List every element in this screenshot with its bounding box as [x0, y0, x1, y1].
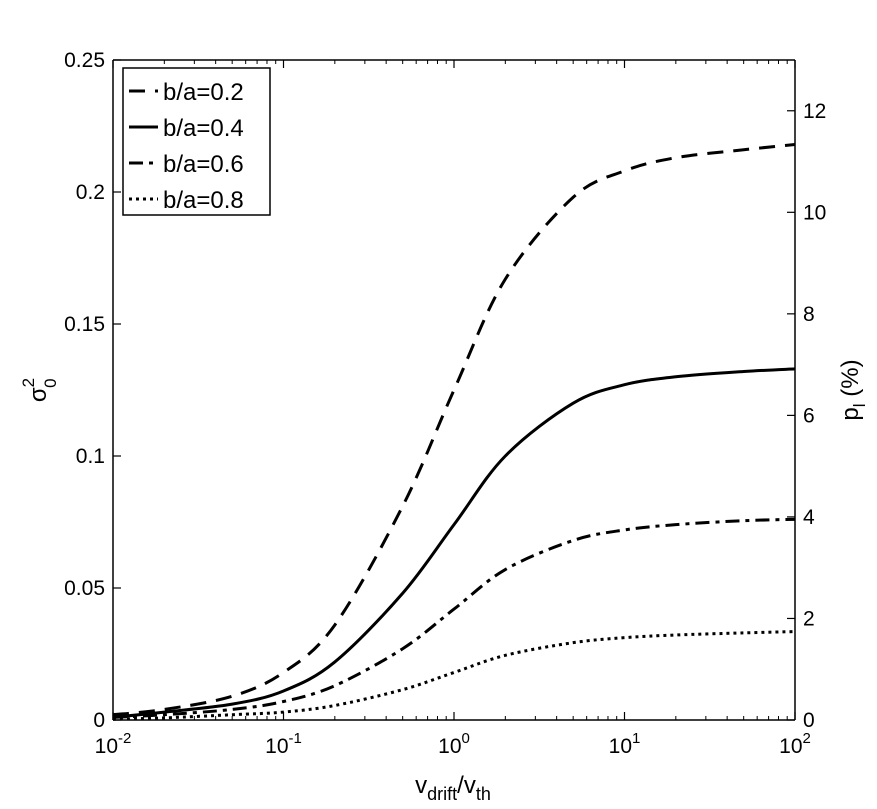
y-axis-label-main: σ	[25, 387, 52, 402]
axes-layer	[112, 59, 796, 721]
y-tick-label-4: 0.2	[76, 181, 105, 204]
x-axis-label-mid: /v	[457, 772, 476, 799]
y2-tick-label-4: 8	[803, 303, 815, 326]
legend-entries: b/a=0.2 b/a=0.4 b/a=0.6 b/a=0.8	[129, 79, 244, 214]
y2-axis-label-rest: (%)	[837, 359, 864, 403]
x-axis-label-main: v	[415, 772, 427, 799]
series-line-2	[112, 367, 796, 719]
y-tick-label-2: 0.1	[76, 445, 105, 468]
x-axis-label-sub1: drift	[427, 784, 457, 804]
legend-item-2: b/a=0.4	[129, 115, 244, 142]
x-tick-label-2: 100	[438, 730, 470, 758]
y2-tick-label-6: 12	[803, 100, 826, 123]
legend-item-3: b/a=0.6	[129, 151, 244, 178]
legend-label-2: b/a=0.4	[163, 115, 244, 142]
legend-item-4: b/a=0.8	[129, 187, 244, 214]
y-axis-label-superscript: 2	[19, 378, 38, 387]
y-tick-label-3: 0.15	[64, 313, 105, 336]
y2-axis-label-subscript: l	[850, 403, 869, 407]
x-axis-label: vdrift/vth	[415, 772, 491, 804]
x-axis-label-sub2: th	[476, 784, 491, 804]
legend-item-1: b/a=0.2	[129, 79, 244, 106]
x-tick-label-4: 102	[779, 730, 811, 758]
y2-tick-label-0: 0	[803, 709, 815, 732]
y2-axis-label-main: p	[837, 407, 864, 420]
y-tick-label-1: 0.05	[64, 577, 105, 600]
legend-label-3: b/a=0.6	[163, 151, 244, 178]
tick-labels: 10-2 10-1 100 101 10200.050.10.150.20.250246…	[64, 49, 826, 758]
series-line-4	[112, 630, 796, 721]
y-tick-label-5: 0.25	[64, 49, 105, 72]
y-tick-label-0: 0	[93, 709, 105, 732]
y2-tick-label-2: 4	[803, 506, 815, 529]
legend: b/a=0.2 b/a=0.4 b/a=0.6 b/a=0.8	[122, 67, 271, 216]
legend-label-4: b/a=0.8	[163, 187, 244, 214]
y-axis-label: σ2 0	[19, 378, 60, 402]
y2-axis-label: pl (%)	[837, 359, 869, 420]
legend-box	[122, 67, 271, 216]
x-tick-label-0: 10-2	[95, 730, 132, 758]
x-tick-label-1: 10-1	[265, 730, 302, 758]
y2-tick-label-5: 10	[803, 201, 826, 224]
series-line-1	[112, 142, 796, 717]
legend-label-1: b/a=0.2	[163, 79, 244, 106]
series-line-3	[112, 517, 796, 719]
y2-tick-label-3: 6	[803, 404, 815, 427]
y-axis-label-subscript: 0	[41, 378, 60, 387]
x-tick-label-3: 101	[609, 730, 641, 758]
y2-tick-label-1: 2	[803, 607, 815, 630]
series-layer	[112, 142, 796, 721]
